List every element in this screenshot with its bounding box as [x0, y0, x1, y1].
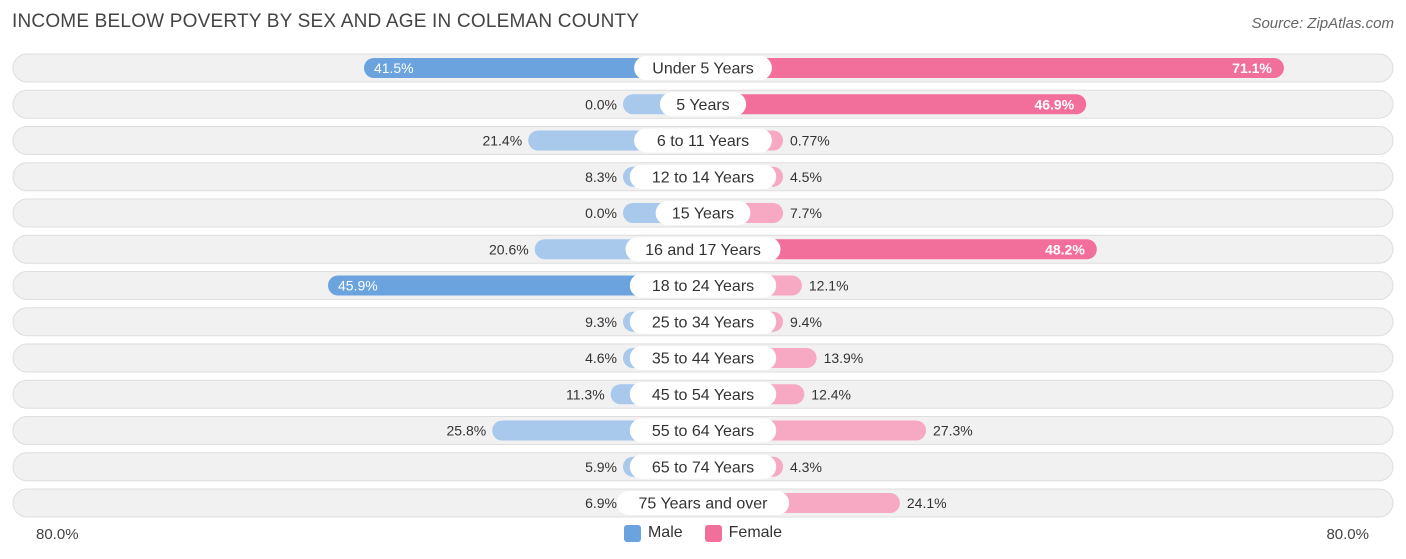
category-label: Under 5 Years [652, 61, 753, 78]
male-bar [327, 275, 703, 296]
female-bar [703, 94, 1087, 115]
female-value-label: 24.1% [907, 495, 947, 511]
category-label: 16 and 17 Years [645, 242, 761, 259]
female-value-label: 7.7% [790, 205, 822, 221]
category-label-background [629, 164, 777, 189]
female-value-label: 27.3% [933, 423, 973, 439]
axis-min-label: 80.0% [36, 526, 79, 543]
female-value-label: 48.2% [1045, 241, 1085, 257]
legend-swatch-male [623, 524, 641, 542]
legend-label-male: Male [647, 524, 683, 541]
category-label-background [655, 201, 751, 225]
male-value-label: 0.0% [585, 96, 617, 112]
category-label-background [625, 237, 781, 262]
female-value-label: 46.9% [1034, 96, 1074, 112]
category-label-background [629, 273, 777, 298]
category-label: 65 to 74 Years [652, 459, 754, 476]
female-value-label: 4.5% [790, 169, 822, 185]
category-label: 45 to 54 Years [652, 387, 754, 404]
category-label-background [616, 491, 790, 515]
legend-label-female: Female [728, 524, 783, 541]
female-value-label: 0.77% [790, 133, 830, 149]
category-label: 12 to 14 Years [652, 169, 754, 186]
male-bar [363, 58, 703, 78]
male-value-label: 11.3% [566, 386, 605, 402]
category-label-background [629, 309, 777, 334]
category-label-background [634, 128, 772, 153]
category-label: 35 to 44 Years [652, 351, 754, 368]
chart-area: Under 5 Years 41.5% 71.1% 5 Years 0.0% 46.9% 6… [12, 53, 1394, 518]
female-value-label: 4.3% [790, 459, 822, 475]
female-value-label: 12.1% [809, 278, 849, 294]
category-label-background [659, 92, 747, 117]
category-label-background [629, 418, 777, 443]
male-value-label: 45.9% [338, 278, 378, 294]
category-label: 15 Years [672, 206, 734, 223]
female-value-label: 9.4% [790, 314, 822, 330]
male-value-label: 41.5% [374, 60, 414, 76]
category-label: 18 to 24 Years [652, 278, 754, 295]
male-value-label: 6.9% [585, 495, 617, 511]
category-label: 25 to 34 Years [652, 314, 754, 331]
legend: Male Female [0, 524, 1406, 542]
category-label-background [629, 454, 777, 479]
category-label-background [629, 382, 777, 407]
male-value-label: 21.4% [482, 133, 522, 149]
axis-max-label: 80.0% [1326, 526, 1369, 543]
female-value-label: 13.9% [824, 350, 864, 366]
legend-item-male[interactable]: Male [623, 524, 683, 542]
male-value-label: 9.3% [585, 314, 617, 330]
female-value-label: 12.4% [811, 386, 851, 402]
female-bar [703, 239, 1097, 260]
category-label-background [629, 346, 777, 370]
male-value-label: 8.3% [585, 169, 617, 185]
category-label: 6 to 11 Years [657, 133, 749, 150]
category-label: 5 Years [676, 97, 729, 114]
chart-source: Source: ZipAtlas.com [1251, 15, 1394, 32]
category-label: 75 Years and over [639, 496, 769, 513]
female-value-label: 71.1% [1232, 60, 1272, 76]
female-bar [703, 58, 1284, 78]
category-label: 55 to 64 Years [652, 423, 754, 440]
male-value-label: 5.9% [585, 459, 617, 475]
male-value-label: 25.8% [447, 423, 487, 439]
male-value-label: 0.0% [585, 205, 617, 221]
legend-swatch-female [704, 524, 722, 542]
male-value-label: 20.6% [489, 241, 529, 257]
chart-title: INCOME BELOW POVERTY BY SEX AND AGE IN C… [12, 11, 640, 32]
male-value-label: 4.6% [585, 350, 617, 366]
legend-item-female[interactable]: Female [704, 524, 783, 542]
category-label-background [634, 56, 772, 80]
